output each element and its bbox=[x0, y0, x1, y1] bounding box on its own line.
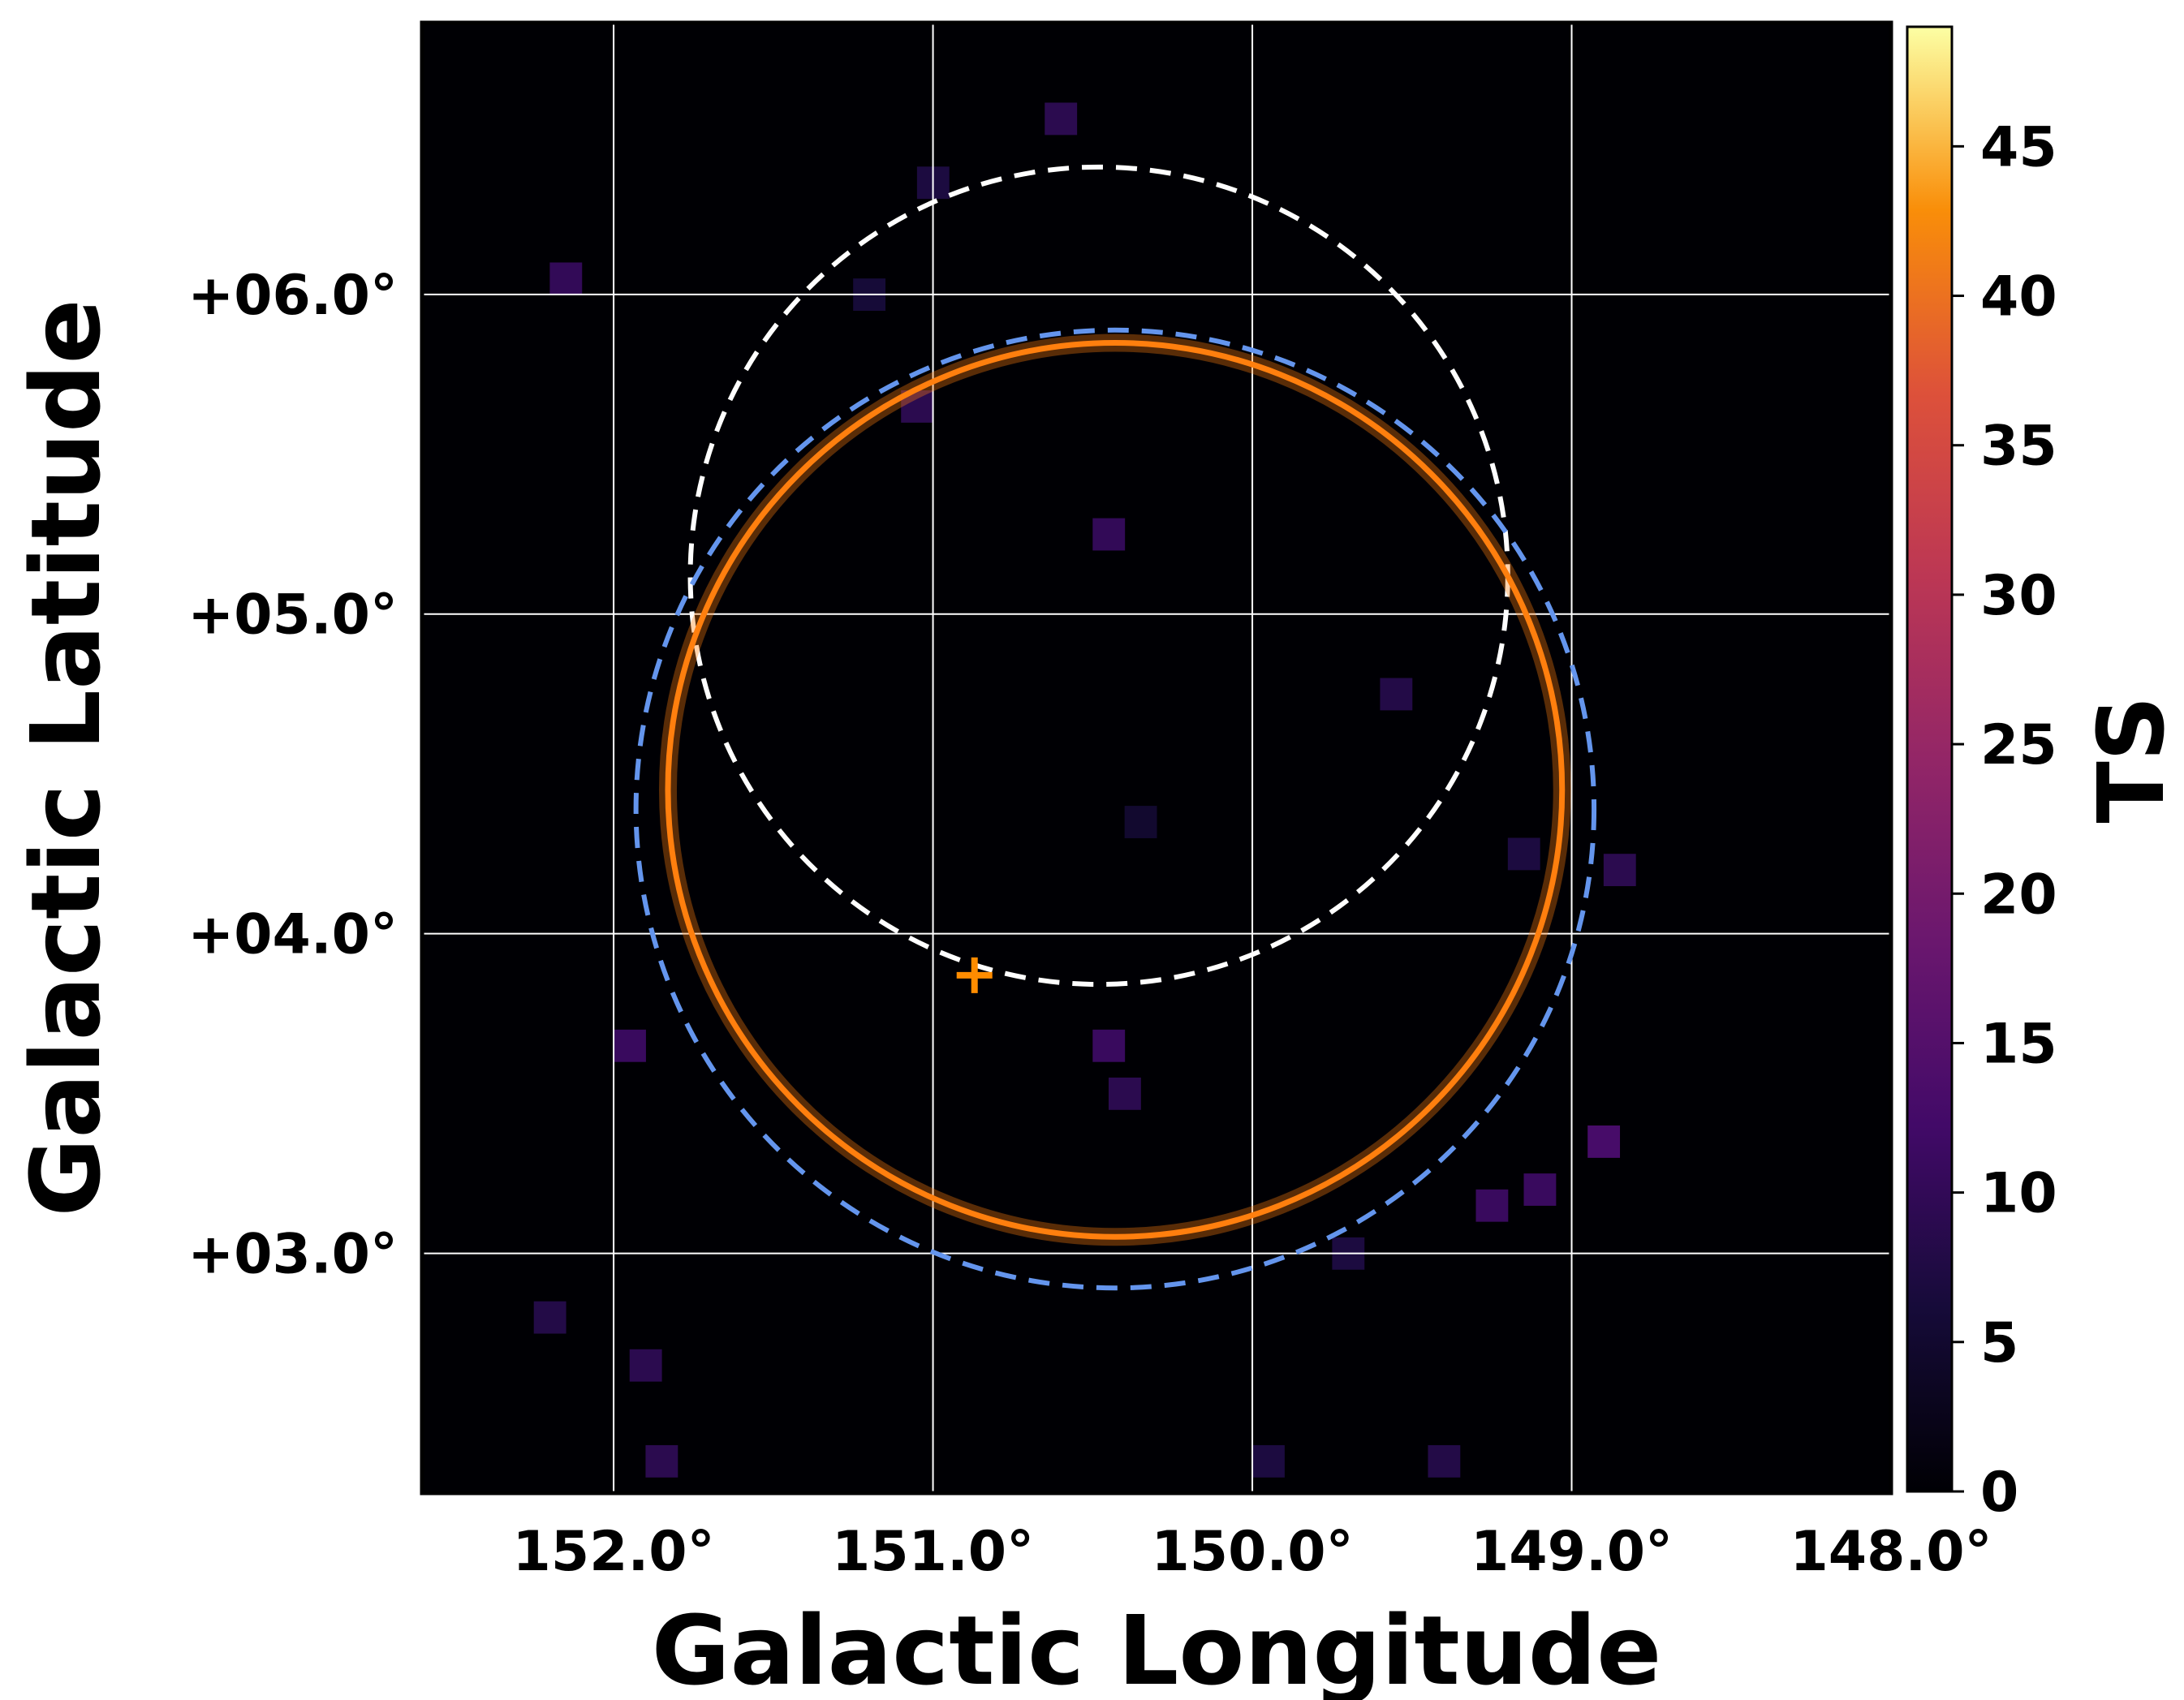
x-tick-label: 149.0° bbox=[1471, 1520, 1673, 1584]
colorbar-tick-label: 45 bbox=[1980, 115, 2057, 179]
y-tick-label: +05.0° bbox=[187, 583, 398, 648]
y-axis-ticks: +03.0° +04.0° +05.0° +06.0° bbox=[187, 264, 398, 1287]
colorbar-tick-label: 0 bbox=[1980, 1461, 2018, 1525]
colorbar-tick-label: 35 bbox=[1980, 415, 2057, 479]
ts-pixel bbox=[1380, 678, 1413, 711]
ts-pixel bbox=[1045, 102, 1078, 136]
ts-pixel bbox=[1507, 837, 1540, 871]
ts-pixel bbox=[549, 262, 583, 295]
ts-pixel bbox=[1252, 1444, 1285, 1478]
y-tick-label: +06.0° bbox=[187, 264, 398, 328]
ts-pixel bbox=[533, 1301, 566, 1334]
x-tick-label: 152.0° bbox=[513, 1520, 715, 1584]
x-axis-ticks: 152.0° 151.0° 150.0° 149.0° 148.0° bbox=[513, 1520, 1992, 1584]
ts-pixel-layer bbox=[533, 102, 1636, 1478]
ts-pixel bbox=[645, 1444, 678, 1478]
colorbar-label: TS bbox=[2079, 695, 2184, 823]
y-tick-label: +04.0° bbox=[187, 903, 398, 967]
ts-pixel bbox=[1124, 806, 1157, 838]
ts-pixel bbox=[1428, 1444, 1461, 1478]
colorbar-tick-label: 25 bbox=[1980, 713, 2057, 777]
x-tick-label: 148.0° bbox=[1790, 1520, 1992, 1584]
y-tick-label: +03.0° bbox=[187, 1223, 398, 1287]
colorbar-ticks: 0 5 10 15 20 25 30 35 40 45 bbox=[1952, 115, 2057, 1525]
y-axis-label: Galactic Latitude bbox=[10, 299, 122, 1217]
x-axis-label: Galactic Longitude bbox=[652, 1595, 1661, 1700]
x-tick-label: 151.0° bbox=[832, 1520, 1034, 1584]
map-background bbox=[422, 23, 1891, 1493]
ts-pixel bbox=[1475, 1189, 1509, 1222]
ts-pixel bbox=[1092, 1029, 1126, 1062]
colorbar bbox=[1906, 25, 1954, 1493]
ts-pixel bbox=[614, 1029, 646, 1062]
colorbar-tick-label: 30 bbox=[1980, 564, 2057, 628]
ts-pixel bbox=[629, 1349, 662, 1382]
ts-pixel bbox=[1108, 1077, 1141, 1110]
plot-frame bbox=[420, 20, 1893, 1496]
colorbar-tick-label: 5 bbox=[1980, 1311, 2018, 1375]
colorbar-tick-label: 20 bbox=[1980, 863, 2057, 927]
colorbar-tick-label: 40 bbox=[1980, 265, 2057, 329]
colorbar-tick-label: 15 bbox=[1980, 1012, 2057, 1076]
colorbar-tick-label: 10 bbox=[1980, 1162, 2057, 1226]
ts-pixel bbox=[1523, 1173, 1557, 1206]
x-tick-label: 150.0° bbox=[1151, 1520, 1353, 1584]
plus-marker bbox=[956, 957, 993, 993]
overlay-layer bbox=[633, 164, 1597, 1291]
fit-circle bbox=[665, 340, 1566, 1240]
blue-dashed-circle bbox=[633, 327, 1597, 1291]
ts-pixel bbox=[1603, 854, 1636, 887]
ts-pixel bbox=[1092, 518, 1126, 551]
grid-layer bbox=[422, 23, 1891, 1493]
ts-pixel bbox=[1587, 1125, 1621, 1158]
